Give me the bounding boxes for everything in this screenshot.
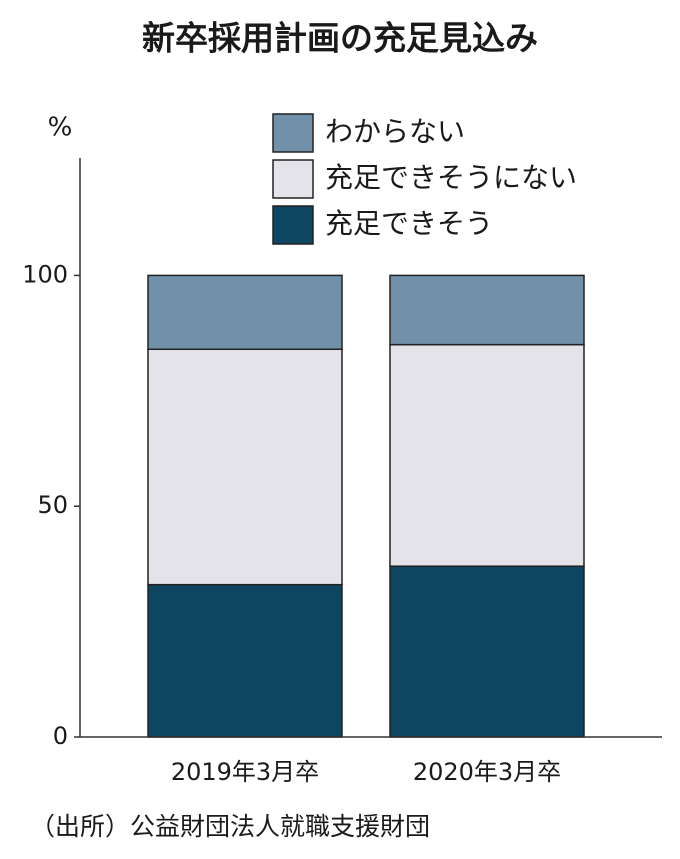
bar-segment — [147, 348, 343, 586]
legend-swatch — [272, 159, 314, 199]
legend-swatch — [272, 205, 314, 245]
bar-segment — [389, 274, 585, 346]
legend-label: 充足できそうにない — [325, 161, 577, 194]
x-tick-label: 2020年3月卒 — [413, 758, 561, 786]
y-tick-label: 50 — [37, 491, 68, 519]
legend-swatch — [272, 113, 314, 153]
bar-segment — [389, 565, 585, 738]
legend-label: わからない — [325, 115, 465, 148]
chart-title: 新卒採用計画の充足見込み — [142, 19, 538, 58]
bar-segment — [389, 343, 585, 567]
source: （出所）公益財団法人就職支援財団 — [30, 812, 430, 841]
y-unit: % — [48, 113, 73, 143]
y-tick-label: 100 — [22, 260, 68, 288]
legend-label: 充足できそう — [325, 207, 493, 240]
bar-segment — [147, 583, 343, 738]
y-tick-label: 0 — [53, 722, 68, 750]
x-tick-label: 2019年3月卒 — [171, 758, 319, 786]
bar-segment — [147, 274, 343, 351]
